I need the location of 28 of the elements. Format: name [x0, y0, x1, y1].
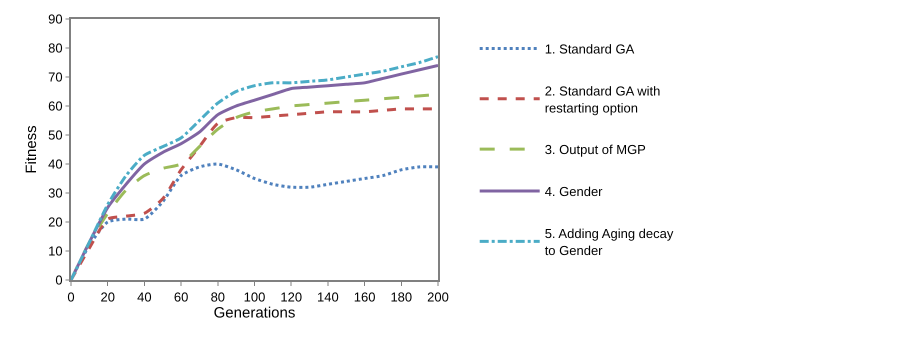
x-tick-label: 40 — [137, 289, 152, 304]
legend-label: 1. Standard GA — [544, 42, 635, 57]
x-tick-label: 0 — [67, 289, 75, 304]
x-tick-label: 180 — [390, 289, 412, 304]
y-tick-label: 60 — [48, 98, 63, 114]
x-tick-label: 100 — [244, 289, 266, 304]
y-axis-title: Fitness — [22, 125, 40, 174]
x-tick-label: 20 — [100, 289, 115, 304]
x-tick-label: 140 — [317, 289, 339, 304]
y-tick-label: 10 — [48, 244, 63, 259]
x-tick-label: 80 — [210, 289, 226, 304]
y-tick-label: 80 — [48, 40, 63, 56]
y-tick-label: 50 — [48, 128, 63, 143]
legend-label: 2. Standard GA with restarting option — [544, 83, 660, 116]
legend-label: 5. Adding Aging decay to Gender — [544, 226, 674, 258]
legend-label: 4. Gender — [544, 184, 604, 200]
y-tick-label: 90 — [48, 12, 63, 27]
x-tick-label: 160 — [354, 289, 376, 304]
x-tick-label: 120 — [280, 289, 302, 304]
y-tick-label: 30 — [48, 186, 63, 201]
x-axis-title: Generations — [214, 304, 296, 322]
y-tick-label: 20 — [48, 214, 63, 230]
y-tick-label: 0 — [55, 272, 63, 288]
x-tick-label: 200 — [427, 289, 449, 304]
y-tick-label: 70 — [48, 70, 63, 85]
x-tick-label: 60 — [174, 289, 188, 304]
legend-label: 3. Output of MGP — [544, 142, 646, 158]
y-tick-label: 40 — [48, 156, 63, 172]
